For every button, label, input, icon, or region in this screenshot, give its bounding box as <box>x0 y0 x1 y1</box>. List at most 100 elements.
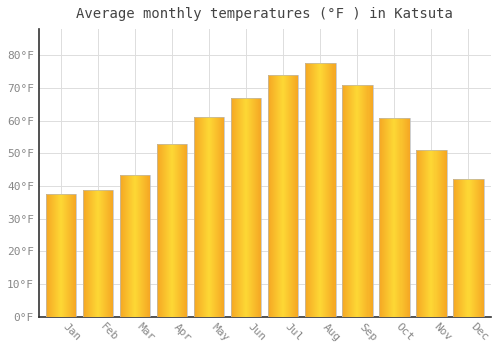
Bar <box>382 118 384 317</box>
Bar <box>354 85 356 317</box>
Bar <box>54 194 55 317</box>
Bar <box>64 194 65 317</box>
Bar <box>305 63 306 317</box>
Bar <box>279 75 280 317</box>
Bar <box>324 63 326 317</box>
Bar <box>242 98 243 317</box>
Bar <box>370 85 372 317</box>
Bar <box>440 150 442 317</box>
Bar <box>177 144 178 317</box>
Bar <box>258 98 260 317</box>
Bar <box>208 117 209 317</box>
Bar <box>214 117 216 317</box>
Bar <box>93 190 94 317</box>
Bar <box>194 117 195 317</box>
Bar <box>436 150 438 317</box>
Bar <box>307 63 308 317</box>
Bar <box>434 150 436 317</box>
Bar <box>472 180 474 317</box>
Bar <box>360 85 362 317</box>
Bar <box>236 98 237 317</box>
Bar <box>172 144 173 317</box>
Bar <box>175 144 176 317</box>
Bar <box>418 150 420 317</box>
Bar <box>480 180 482 317</box>
Bar <box>135 175 136 317</box>
Bar <box>282 75 284 317</box>
Bar <box>57 194 58 317</box>
Bar <box>139 175 140 317</box>
Bar <box>176 144 177 317</box>
Bar <box>133 175 134 317</box>
Bar <box>432 150 434 317</box>
Bar <box>74 194 75 317</box>
Bar <box>127 175 128 317</box>
Bar <box>380 118 382 317</box>
Bar <box>89 190 90 317</box>
Bar <box>62 194 63 317</box>
Bar <box>362 85 364 317</box>
Bar <box>85 190 86 317</box>
Bar <box>69 194 70 317</box>
Bar <box>400 118 402 317</box>
Bar <box>106 190 107 317</box>
Bar <box>313 63 314 317</box>
Bar <box>308 63 309 317</box>
Bar <box>460 180 462 317</box>
Bar <box>144 175 145 317</box>
Bar <box>184 144 186 317</box>
Bar <box>364 85 366 317</box>
Bar <box>256 98 258 317</box>
Bar <box>63 194 64 317</box>
Bar <box>311 63 312 317</box>
Title: Average monthly temperatures (°F ) in Katsuta: Average monthly temperatures (°F ) in Ka… <box>76 7 453 21</box>
Bar <box>272 75 273 317</box>
Bar <box>71 194 72 317</box>
Bar <box>252 98 254 317</box>
Bar <box>125 175 126 317</box>
Bar <box>309 63 310 317</box>
Bar <box>244 98 245 317</box>
Bar <box>276 75 277 317</box>
Bar <box>65 194 66 317</box>
Bar <box>408 118 410 317</box>
Bar <box>345 85 346 317</box>
Bar <box>163 144 164 317</box>
Bar <box>92 190 93 317</box>
Bar <box>286 75 288 317</box>
Bar <box>164 144 165 317</box>
Bar <box>123 175 124 317</box>
Bar <box>130 175 131 317</box>
Bar <box>132 175 133 317</box>
Bar <box>246 98 248 317</box>
Bar <box>231 98 232 317</box>
Bar <box>75 194 76 317</box>
Bar <box>254 98 256 317</box>
Bar <box>316 63 318 317</box>
Bar <box>426 150 428 317</box>
Bar <box>368 85 370 317</box>
Bar <box>288 75 290 317</box>
Bar <box>332 63 334 317</box>
Bar <box>60 194 61 317</box>
Bar <box>94 190 95 317</box>
Bar <box>310 63 311 317</box>
Bar <box>209 117 210 317</box>
Bar <box>90 190 91 317</box>
Bar <box>120 175 121 317</box>
Bar <box>129 175 130 317</box>
Bar <box>143 175 144 317</box>
Bar <box>195 117 196 317</box>
Bar <box>98 190 99 317</box>
Bar <box>292 75 294 317</box>
Bar <box>212 117 214 317</box>
Bar <box>59 194 60 317</box>
Bar <box>356 85 358 317</box>
Bar <box>248 98 250 317</box>
Bar <box>243 98 244 317</box>
Bar <box>406 118 408 317</box>
Bar <box>428 150 430 317</box>
Bar <box>165 144 166 317</box>
Bar <box>158 144 159 317</box>
Bar <box>68 194 69 317</box>
